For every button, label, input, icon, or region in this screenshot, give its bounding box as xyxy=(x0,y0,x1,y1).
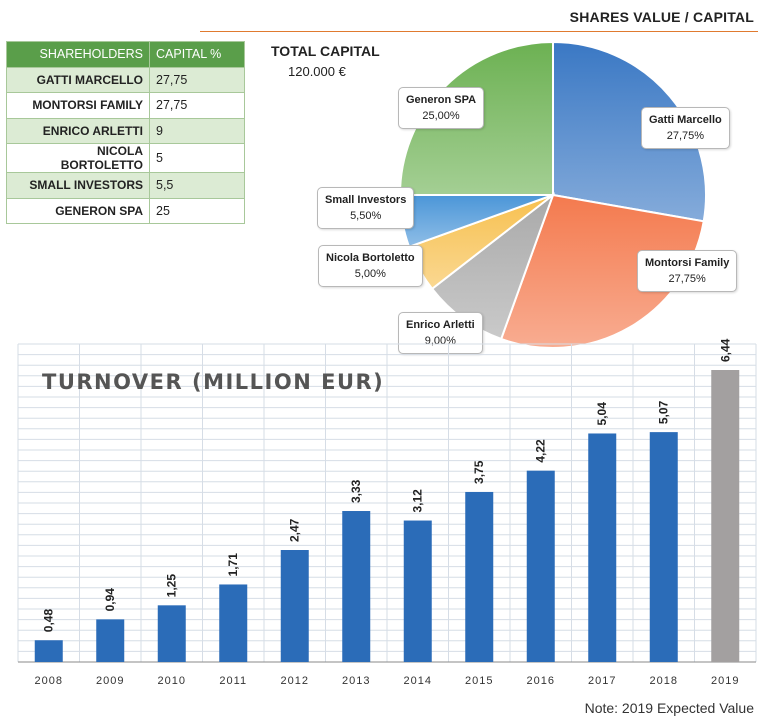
shareholder-capital: 5,5 xyxy=(149,172,245,199)
pie-slice-name: Small Investors xyxy=(325,194,407,206)
shareholder-name: ENRICO ARLETTI xyxy=(6,117,150,144)
shareholder-capital: 27,75 xyxy=(149,92,245,119)
pie-slice-name: Enrico Arletti xyxy=(406,319,475,331)
bar-value-label: 0,48 xyxy=(42,609,56,633)
shareholders-table: SHAREHOLDERS CAPITAL % GATTI MARCELLO 27… xyxy=(6,41,245,224)
table-row: ENRICO ARLETTI 9 xyxy=(6,117,245,144)
bar xyxy=(342,511,371,662)
table-row: GENERON SPA 25 xyxy=(6,197,245,224)
shareholder-capital: 27,75 xyxy=(149,66,245,93)
column-header-capital: CAPITAL % xyxy=(149,41,245,68)
pie-slice-label: Small Investors 5,50% xyxy=(317,187,415,229)
page-title: SHARES VALUE / CAPITAL xyxy=(569,9,754,25)
bar-value-label: 2,47 xyxy=(288,518,302,542)
x-tick-label: 2011 xyxy=(219,675,247,687)
table-row: NICOLA BORTOLETTO 5 xyxy=(6,143,245,173)
bar-value-label: 3,75 xyxy=(472,460,486,484)
x-tick-label: 2017 xyxy=(588,675,616,687)
bar-value-label: 3,12 xyxy=(411,489,425,513)
footnote: Note: 2019 Expected Value xyxy=(584,700,754,716)
x-tick-label: 2009 xyxy=(96,675,124,687)
x-tick-label: 2013 xyxy=(342,675,370,687)
x-tick-label: 2019 xyxy=(711,675,739,687)
bar-chart-title: TURNOVER (MILLION EUR) xyxy=(42,370,385,394)
bar-value-label: 4,22 xyxy=(534,439,548,463)
total-capital-value: 120.000 € xyxy=(288,64,346,79)
bar xyxy=(219,584,248,662)
x-tick-label: 2008 xyxy=(35,675,63,687)
bar xyxy=(403,520,432,662)
bar xyxy=(526,470,555,662)
table-row: MONTORSI FAMILY 27,75 xyxy=(6,92,245,119)
pie-slice-percent: 5,50% xyxy=(350,210,382,222)
shareholder-capital: 5 xyxy=(149,143,245,173)
total-capital-label: TOTAL CAPITAL xyxy=(271,43,380,59)
bar-value-label: 3,33 xyxy=(349,479,363,503)
bar-value-label: 1,71 xyxy=(226,553,240,577)
shareholder-name: GATTI MARCELLO xyxy=(6,66,150,93)
bar xyxy=(157,605,186,662)
column-header-shareholders: SHAREHOLDERS xyxy=(6,41,150,68)
bar-value-label: 0,94 xyxy=(103,588,117,612)
bar xyxy=(649,432,678,662)
pie-slice-percent: 27,75% xyxy=(666,130,705,142)
table-row: GATTI MARCELLO 27,75 xyxy=(6,66,245,93)
bar-value-label: 5,07 xyxy=(657,400,671,424)
pie-slice-name: Generon SPA xyxy=(406,94,477,106)
bar xyxy=(465,491,494,662)
x-tick-label: 2015 xyxy=(465,675,493,687)
shareholder-capital: 9 xyxy=(149,117,245,144)
pie-slice-percent: 25,00% xyxy=(422,110,460,122)
pie-slice xyxy=(552,40,707,223)
pie-slice-label: Nicola Bortoletto 5,00% xyxy=(318,245,423,287)
bar-value-label: 1,25 xyxy=(165,574,179,598)
x-tick-label: 2014 xyxy=(404,675,432,687)
x-tick-label: 2010 xyxy=(158,675,186,687)
pie-slice-percent: 5,00% xyxy=(354,268,386,280)
pie-slice-name: Gatti Marcello xyxy=(649,114,722,126)
bar-value-label: 5,04 xyxy=(595,402,609,426)
shareholder-name: NICOLA BORTOLETTO xyxy=(6,143,150,173)
bar xyxy=(280,550,309,662)
pie-slice-name: Nicola Bortoletto xyxy=(326,252,415,264)
pie-slice-label: Montorsi Family 27,75% xyxy=(637,250,738,292)
bar xyxy=(34,640,63,662)
bar-value-label: 6,44 xyxy=(718,338,732,362)
shareholder-name: GENERON SPA xyxy=(6,197,150,224)
bar xyxy=(96,619,125,662)
x-tick-label: 2016 xyxy=(527,675,555,687)
x-tick-label: 2012 xyxy=(281,675,309,687)
pie-slice-name: Montorsi Family xyxy=(645,257,730,269)
table-header-row: SHAREHOLDERS CAPITAL % xyxy=(6,41,245,68)
bar xyxy=(711,370,740,662)
pie-slice-label: Gatti Marcello 27,75% xyxy=(641,107,730,149)
pie-slice-label: Enrico Arletti 9,00% xyxy=(398,312,483,354)
pie-slice-percent: 27,75% xyxy=(668,273,706,285)
pie-slice-label: Generon SPA 25,00% xyxy=(398,87,485,129)
x-tick-label: 2018 xyxy=(650,675,678,687)
header-divider xyxy=(200,31,758,32)
shareholder-capital: 25 xyxy=(149,197,245,224)
shareholder-name: MONTORSI FAMILY xyxy=(6,92,150,119)
bar xyxy=(588,433,617,662)
